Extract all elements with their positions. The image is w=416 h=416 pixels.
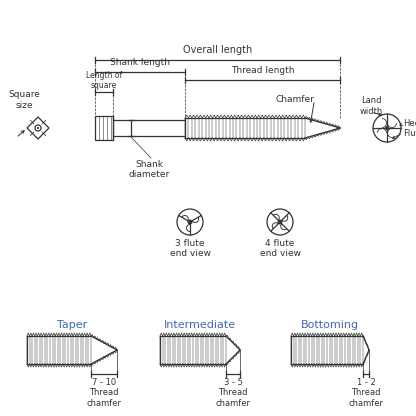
Text: Shank
diameter: Shank diameter [129, 160, 170, 179]
Text: Heel: Heel [403, 119, 416, 129]
Text: Shank length: Shank length [110, 58, 170, 67]
Text: Thread length: Thread length [231, 66, 294, 75]
Circle shape [277, 220, 282, 225]
Text: Overall length: Overall length [183, 45, 252, 55]
Text: Length of
square: Length of square [86, 71, 122, 90]
Text: 7 - 10
Thread
chamfer: 7 - 10 Thread chamfer [87, 378, 121, 408]
Text: Square
size: Square size [8, 90, 40, 110]
Text: Land
width: Land width [359, 96, 383, 116]
Bar [113, 120, 185, 136]
Text: Flute: Flute [403, 129, 416, 138]
Text: 3 flute
end view: 3 flute end view [169, 239, 210, 258]
Text: 3 - 5
Thread
chamfer: 3 - 5 Thread chamfer [215, 378, 250, 408]
Text: Chamfer: Chamfer [276, 96, 314, 104]
Circle shape [188, 220, 193, 225]
Circle shape [37, 127, 39, 129]
Text: Intermediate: Intermediate [164, 320, 236, 330]
Text: Bottoming: Bottoming [301, 320, 359, 330]
Text: 4 flute
end view: 4 flute end view [260, 239, 300, 258]
Text: 1 - 2
Thread
chamfer: 1 - 2 Thread chamfer [349, 378, 384, 408]
Bar [95, 116, 113, 140]
Text: Taper: Taper [57, 320, 87, 330]
Circle shape [385, 126, 389, 130]
